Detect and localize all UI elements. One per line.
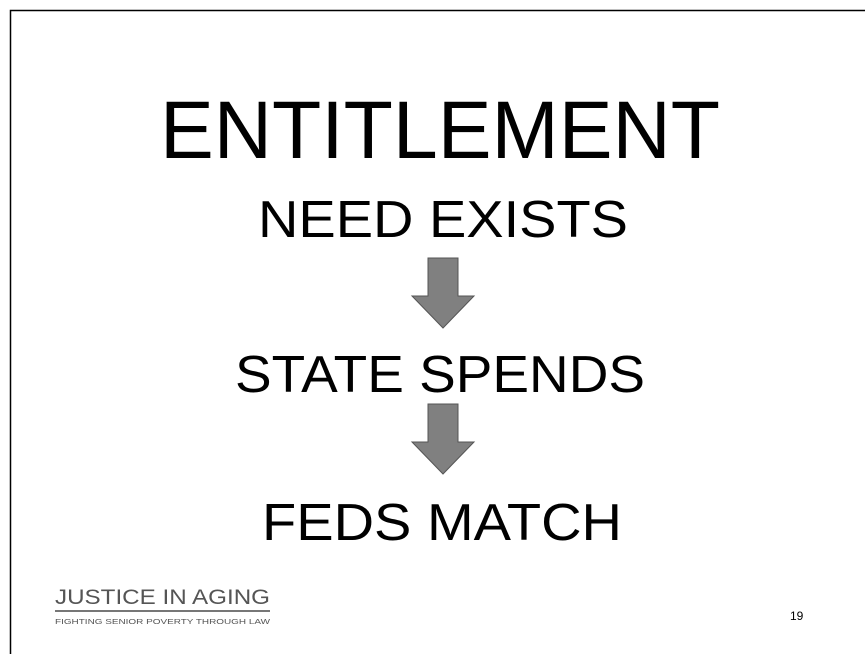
step-text: FEDS MATCH	[262, 494, 622, 552]
logo-tagline: FIGHTING SENIOR POVERTY THROUGH LAW	[55, 617, 271, 626]
step-text: STATE SPENDS	[235, 346, 645, 404]
page-number: 19	[790, 609, 804, 623]
down-arrow	[410, 257, 476, 329]
slide-border	[9, 9, 865, 654]
down-arrow	[410, 403, 476, 475]
slide-title: ENTITLEMENT	[160, 85, 720, 176]
logo-name: JUSTICE IN AGING	[55, 586, 270, 609]
step-text: NEED EXISTS	[258, 191, 628, 249]
